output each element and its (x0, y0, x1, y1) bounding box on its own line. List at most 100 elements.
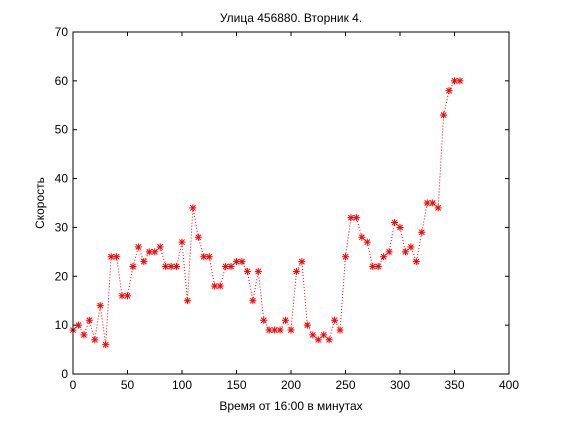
data-point (401, 248, 409, 256)
data-point-stroke (157, 244, 164, 250)
x-tick-label: 150 (226, 378, 246, 392)
data-point-stroke (228, 263, 235, 270)
data-point-stroke (288, 327, 294, 333)
data-point-stroke (249, 297, 256, 304)
data-point (325, 336, 333, 344)
data-point-stroke (293, 268, 300, 275)
data-point-stroke (260, 317, 267, 324)
data-point-stroke (271, 327, 278, 333)
data-point-stroke (184, 297, 191, 304)
data-point-stroke (108, 253, 115, 260)
data-point-stroke (309, 331, 316, 338)
data-point-stroke (200, 253, 207, 260)
data-point (314, 336, 322, 344)
data-point-stroke (80, 331, 87, 338)
data-point-stroke (429, 200, 436, 206)
data-point-stroke (179, 239, 185, 246)
data-point-stroke (206, 253, 213, 260)
data-point (407, 243, 415, 251)
data-point-stroke (124, 292, 131, 299)
data-point (260, 316, 268, 324)
x-tick-label: 400 (499, 378, 519, 392)
data-point (331, 316, 339, 324)
data-point (374, 263, 382, 271)
data-point (156, 243, 164, 251)
data-point (423, 199, 431, 207)
data-point (74, 321, 82, 329)
data-point (249, 297, 257, 305)
data-point (363, 238, 371, 246)
data-point-stroke (282, 317, 289, 324)
data-point-stroke (337, 327, 344, 333)
data-point (287, 326, 295, 334)
data-point-stroke (238, 258, 245, 265)
data-point (336, 326, 344, 334)
data-point (380, 253, 388, 261)
data-point-stroke (75, 322, 82, 329)
y-tick-label: 30 (55, 220, 69, 234)
data-point-stroke (331, 317, 338, 324)
data-point-stroke (380, 253, 387, 260)
x-tick-label: 300 (390, 378, 410, 392)
data-point-stroke (315, 336, 322, 343)
x-axis-label: Время от 16:00 в минутах (219, 399, 362, 413)
data-point-stroke (418, 229, 425, 236)
data-point (243, 267, 251, 275)
data-point-stroke (266, 327, 273, 333)
x-tick-label: 250 (335, 378, 355, 392)
data-point (352, 214, 360, 222)
data-point (216, 282, 224, 290)
y-tick-label: 70 (55, 25, 69, 39)
data-point (113, 253, 121, 261)
data-point-stroke (277, 327, 284, 333)
data-point-stroke (353, 214, 360, 221)
data-point-stroke (162, 263, 169, 270)
x-tick-label: 100 (172, 378, 192, 392)
data-point (183, 297, 191, 305)
series-line (72, 80, 460, 345)
data-point (205, 253, 213, 261)
y-tick-label: 60 (55, 74, 69, 88)
data-point-stroke (342, 253, 349, 260)
data-point-stroke (119, 292, 126, 299)
data-point (298, 258, 306, 266)
data-point-stroke (102, 341, 109, 348)
data-point-stroke (195, 234, 202, 241)
data-point-stroke (173, 263, 180, 270)
data-point (445, 87, 453, 95)
data-point-stroke (151, 248, 158, 255)
y-tick-label: 50 (55, 123, 69, 137)
data-point (91, 336, 99, 344)
data-point-stroke (456, 77, 463, 84)
data-point-stroke (397, 224, 403, 231)
data-point (369, 263, 377, 271)
data-point (189, 204, 197, 212)
data-point (265, 326, 273, 334)
data-point (292, 267, 300, 275)
data-point-stroke (326, 336, 333, 343)
data-point (134, 243, 142, 251)
data-point-stroke (320, 331, 327, 338)
data-point-stroke (140, 258, 147, 265)
x-tick-label: 350 (444, 378, 464, 392)
y-axis-label: Скорость (33, 177, 47, 229)
data-point (151, 248, 159, 256)
data-point-stroke (233, 258, 240, 265)
data-point-stroke (255, 268, 262, 275)
data-point-stroke (217, 283, 224, 290)
data-point (85, 316, 93, 324)
data-point-stroke (407, 244, 414, 250)
data-point (303, 321, 311, 329)
data-point-stroke (451, 77, 458, 84)
data-point-stroke (189, 204, 196, 211)
data-point-stroke (86, 317, 93, 324)
data-point (385, 248, 393, 256)
data-point (358, 233, 366, 241)
data-point-stroke (424, 200, 431, 206)
data-point (391, 219, 399, 227)
data-point-stroke (386, 248, 393, 255)
data-point-stroke (146, 248, 153, 255)
data-point-stroke (304, 322, 311, 329)
